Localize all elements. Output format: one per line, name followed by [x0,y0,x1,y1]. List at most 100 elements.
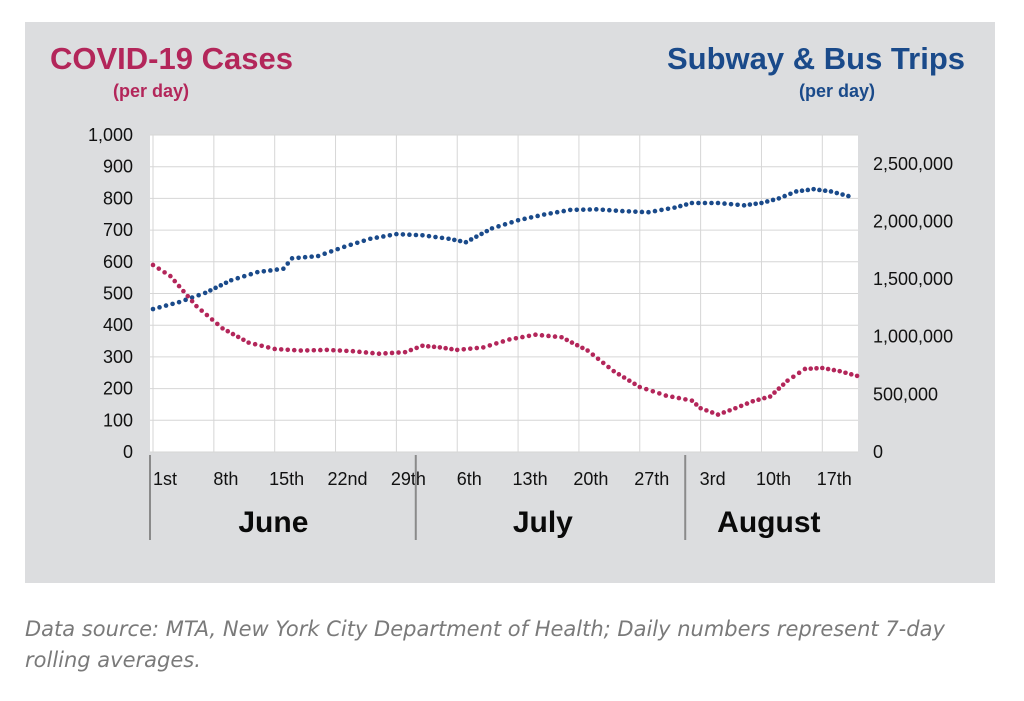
cases-series-point [357,349,362,355]
left-tick-label: 800 [103,188,133,208]
cases-series-point [150,262,156,268]
trips-series-point [208,288,213,293]
cases-series-point [574,342,580,348]
cases-series-point [172,278,178,284]
cases-series-point [304,348,310,353]
cases-series-point [657,391,662,396]
trips-series-point [626,209,632,214]
trips-series-point [702,200,708,206]
trips-series-point [561,208,567,214]
cases-series-point [546,333,551,339]
trips-series-point [683,202,689,207]
trips-series-point [400,232,406,237]
trips-series-point [189,295,195,300]
trips-series-point [309,254,314,259]
trips-series-point [817,187,822,193]
trips-series-point [672,205,677,210]
trips-series-point [223,280,229,286]
cases-series-point [820,365,825,371]
left-axis-subtitle: (per day) [113,81,189,101]
trips-series-point [633,209,638,214]
cases-series-point [487,343,493,348]
cases-series-point [363,350,369,355]
cases-series-point [585,348,590,353]
cases-series-point [831,367,837,373]
trips-series-point [782,193,787,199]
cases-series-point [425,344,431,349]
trips-series-point [528,215,534,220]
cases-series-point [721,410,727,415]
trips-series-point [522,216,527,222]
left-tick-label: 1,000 [88,125,133,145]
cases-series-point [715,412,721,417]
cases-series-point [285,347,291,353]
left-tick-label: 0 [123,442,133,462]
cases-series-point [431,344,437,350]
cases-series-point [156,266,162,271]
cases-series-point [259,343,264,349]
cases-series-point [552,334,558,339]
cases-series-point [796,370,802,376]
trips-series-point [753,201,758,207]
right-tick-label: 1,500,000 [873,269,953,289]
trips-series-point [515,218,521,223]
cases-series-point [376,351,382,357]
cases-series-point [199,308,204,313]
cases-series-point [683,397,688,402]
trips-series-point [420,232,425,238]
trips-series-point [484,228,490,234]
cases-series-point [215,321,220,327]
trips-series-point [541,212,547,217]
cases-series-point [569,340,575,345]
cases-series-point [564,337,570,343]
trips-series-point [620,208,625,214]
right-tick-label: 0 [873,442,883,462]
cases-series-point [185,293,191,299]
cases-series-point [670,394,675,400]
x-tick-label: 20th [573,469,608,489]
cases-series-point [162,270,167,275]
trips-series-point [822,188,828,194]
trips-series-point [274,267,280,272]
cases-series-point [246,340,251,345]
cases-series-point [176,283,182,289]
cases-series-point [837,368,842,374]
cases-series-point [802,366,808,372]
x-tick-label: 13th [513,469,548,489]
trips-series-point [715,200,721,206]
cases-series-point [389,350,395,356]
trips-series-point [170,301,175,307]
trips-series-point [828,189,834,194]
gridlines [150,134,858,453]
trips-series-point [328,249,334,254]
trips-series-point [228,277,234,283]
trips-series-point [468,237,474,242]
cases-series-point [272,346,277,352]
x-tick-label: 1st [153,469,177,489]
trips-series-point [374,235,380,240]
cases-series-point [791,374,796,380]
cases-series-point [241,337,246,343]
trips-series-point [709,200,714,206]
cases-series-point [420,343,425,349]
cases-series-point [331,347,336,353]
trips-series-point [805,187,811,193]
right-tick-label: 2,500,000 [873,154,953,174]
trips-series-point [368,236,373,242]
trips-series-point [496,224,501,229]
cases-series-point [230,331,236,337]
trips-series-point [502,222,508,227]
x-tick-label: 29th [391,469,426,489]
cases-series-point [698,405,703,411]
trips-series-point [302,254,308,260]
cases-series-point [344,348,349,354]
trips-series-point [183,297,188,303]
trips-series-point [335,246,341,252]
trips-series-point [554,209,560,215]
cases-series-point [168,273,173,279]
cases-series-point [590,352,596,357]
trips-series-point [580,207,586,212]
cases-series-point [616,372,622,377]
cases-series-point [396,350,401,355]
trips-series-point [479,231,484,237]
